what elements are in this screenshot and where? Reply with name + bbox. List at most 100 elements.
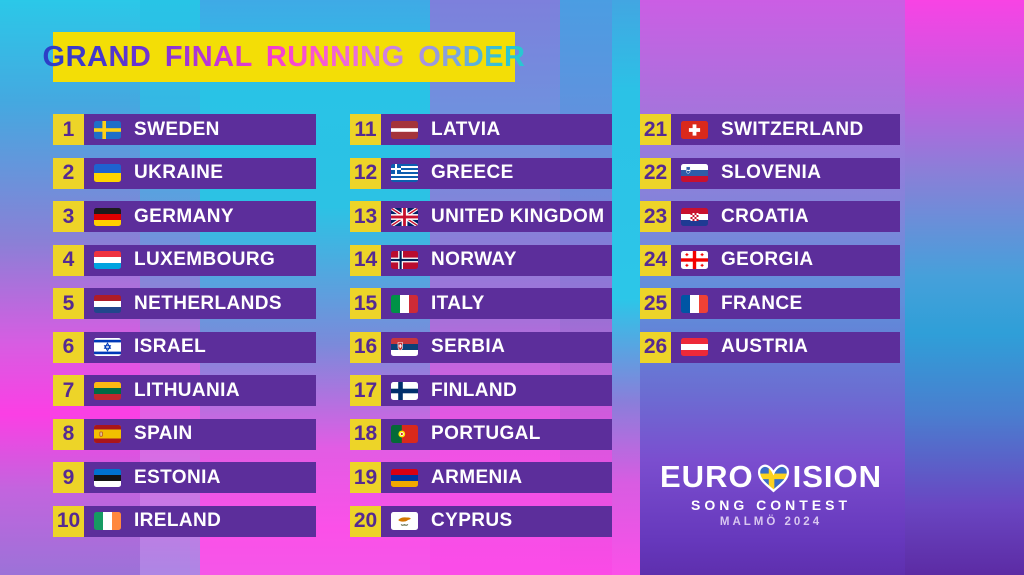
- country-bar: SERBIA: [381, 331, 612, 363]
- background-stripe: [905, 0, 1024, 575]
- country-bar: GEORGIA: [671, 244, 900, 276]
- luxembourg-flag-icon: [94, 251, 121, 269]
- position-number: 12: [350, 157, 381, 189]
- position-number: 9: [53, 462, 84, 493]
- cyprus-flag-icon: [391, 512, 418, 530]
- running-order-row: 10 IRELAND: [53, 505, 316, 537]
- running-order-row: 24 GEORGIA: [640, 244, 900, 276]
- position-number: 13: [350, 201, 381, 232]
- country-name: SWEDEN: [134, 118, 220, 140]
- logo-event-line: MALMÖ 2024: [719, 516, 823, 528]
- country-name: GERMANY: [134, 205, 234, 227]
- country-bar: UKRAINE: [84, 157, 316, 189]
- country-bar: CYPRUS: [381, 505, 612, 537]
- country-bar: LUXEMBOURG: [84, 244, 316, 276]
- country-name: LATVIA: [431, 118, 501, 140]
- greece-flag-icon: [391, 164, 418, 182]
- position-number: 22: [640, 157, 671, 189]
- israel-flag-icon: [94, 338, 121, 356]
- latvia-flag-icon: [391, 120, 418, 139]
- netherlands-flag-icon: [94, 294, 121, 313]
- country-bar: UNITED KINGDOM: [381, 201, 612, 232]
- spain-flag-icon: [94, 425, 121, 443]
- country-bar: LATVIA: [381, 114, 612, 145]
- logo-text-prefix: EURO: [660, 459, 754, 494]
- background-stripe: [612, 0, 640, 575]
- position-number: 11: [350, 114, 381, 145]
- country-name: ITALY: [431, 292, 485, 314]
- country-bar: ISRAEL: [84, 331, 316, 363]
- country-bar: ARMENIA: [381, 462, 612, 493]
- position-number: 2: [53, 157, 84, 189]
- country-name: SLOVENIA: [721, 162, 822, 183]
- country-bar: CROATIA: [671, 201, 900, 232]
- position-number: 16: [350, 331, 381, 363]
- running-order-row: 22 SLOVENIA: [640, 157, 900, 189]
- running-order-row: 14 NORWAY: [350, 244, 612, 276]
- running-order-row: 12 GREECE: [350, 157, 612, 189]
- country-name: UKRAINE: [134, 162, 224, 183]
- position-number: 18: [350, 418, 381, 450]
- country-name: CROATIA: [721, 205, 809, 227]
- country-bar: LITHUANIA: [84, 375, 316, 406]
- sweden-flag-icon: [94, 120, 121, 139]
- running-order-row: 11 LATVIA: [350, 114, 612, 145]
- position-number: 7: [53, 375, 84, 406]
- running-order-column-2: 11 LATVIA 12 GREECE 13 UNITED KINGDOM 14 NORWAY…: [350, 114, 612, 537]
- country-name: ESTONIA: [134, 466, 221, 488]
- position-number: 19: [350, 462, 381, 493]
- position-number: 3: [53, 201, 84, 232]
- running-order-column-3: 21 SWITZERLAND 22 SLOVENIA 23 CROATIA 24 GEORGI…: [640, 114, 900, 363]
- running-order-row: 17 FINLAND: [350, 375, 612, 406]
- country-name: LUXEMBOURG: [134, 249, 276, 270]
- running-order-row: 9 ESTONIA: [53, 462, 316, 493]
- running-order-row: 8 SPAIN: [53, 418, 316, 450]
- running-order-row: 20 CYPRUS: [350, 505, 612, 537]
- country-bar: SLOVENIA: [671, 157, 900, 189]
- running-order-row: 25 FRANCE: [640, 288, 900, 319]
- position-number: 1: [53, 114, 84, 145]
- running-order-row: 2 UKRAINE: [53, 157, 316, 189]
- country-bar: GERMANY: [84, 201, 316, 232]
- country-name: CYPRUS: [431, 510, 513, 531]
- logo-subtitle: SONG CONTEST: [690, 497, 851, 513]
- country-bar: NORWAY: [381, 244, 612, 276]
- estonia-flag-icon: [94, 468, 121, 487]
- croatia-flag-icon: [681, 207, 708, 226]
- running-order-row: 21 SWITZERLAND: [640, 114, 900, 145]
- country-bar: PORTUGAL: [381, 418, 612, 450]
- country-name: SPAIN: [134, 423, 193, 444]
- country-name: ARMENIA: [431, 466, 523, 488]
- running-order-row: 7 LITHUANIA: [53, 375, 316, 406]
- running-order-row: 15 ITALY: [350, 288, 612, 319]
- austria-flag-icon: [681, 338, 708, 356]
- position-number: 6: [53, 331, 84, 363]
- running-order-row: 6 ISRAEL: [53, 331, 316, 363]
- country-bar: SWEDEN: [84, 114, 316, 145]
- page-title: GRAND FINAL RUNNING ORDER: [42, 40, 526, 73]
- position-number: 21: [640, 114, 671, 145]
- country-name: SERBIA: [431, 336, 506, 357]
- logo-text-suffix: ISION: [792, 459, 882, 494]
- united-kingdom-flag-icon: [391, 207, 418, 226]
- country-bar: GREECE: [381, 157, 612, 189]
- country-name: NORWAY: [431, 249, 517, 270]
- country-bar: SPAIN: [84, 418, 316, 450]
- country-bar: SWITZERLAND: [671, 114, 900, 145]
- country-name: NETHERLANDS: [134, 292, 282, 314]
- running-order-row: 18 PORTUGAL: [350, 418, 612, 450]
- running-order-row: 1 SWEDEN: [53, 114, 316, 145]
- slovenia-flag-icon: [681, 164, 708, 182]
- position-number: 17: [350, 375, 381, 406]
- country-bar: NETHERLANDS: [84, 288, 316, 319]
- position-number: 14: [350, 244, 381, 276]
- country-bar: AUSTRIA: [671, 331, 900, 363]
- running-order-row: 3 GERMANY: [53, 201, 316, 232]
- country-name: FRANCE: [721, 292, 803, 314]
- country-name: SWITZERLAND: [721, 118, 864, 140]
- running-order-row: 16 SERBIA: [350, 331, 612, 363]
- switzerland-flag-icon: [681, 120, 708, 139]
- country-name: UNITED KINGDOM: [431, 205, 605, 227]
- sweden-heart-icon: [757, 464, 789, 493]
